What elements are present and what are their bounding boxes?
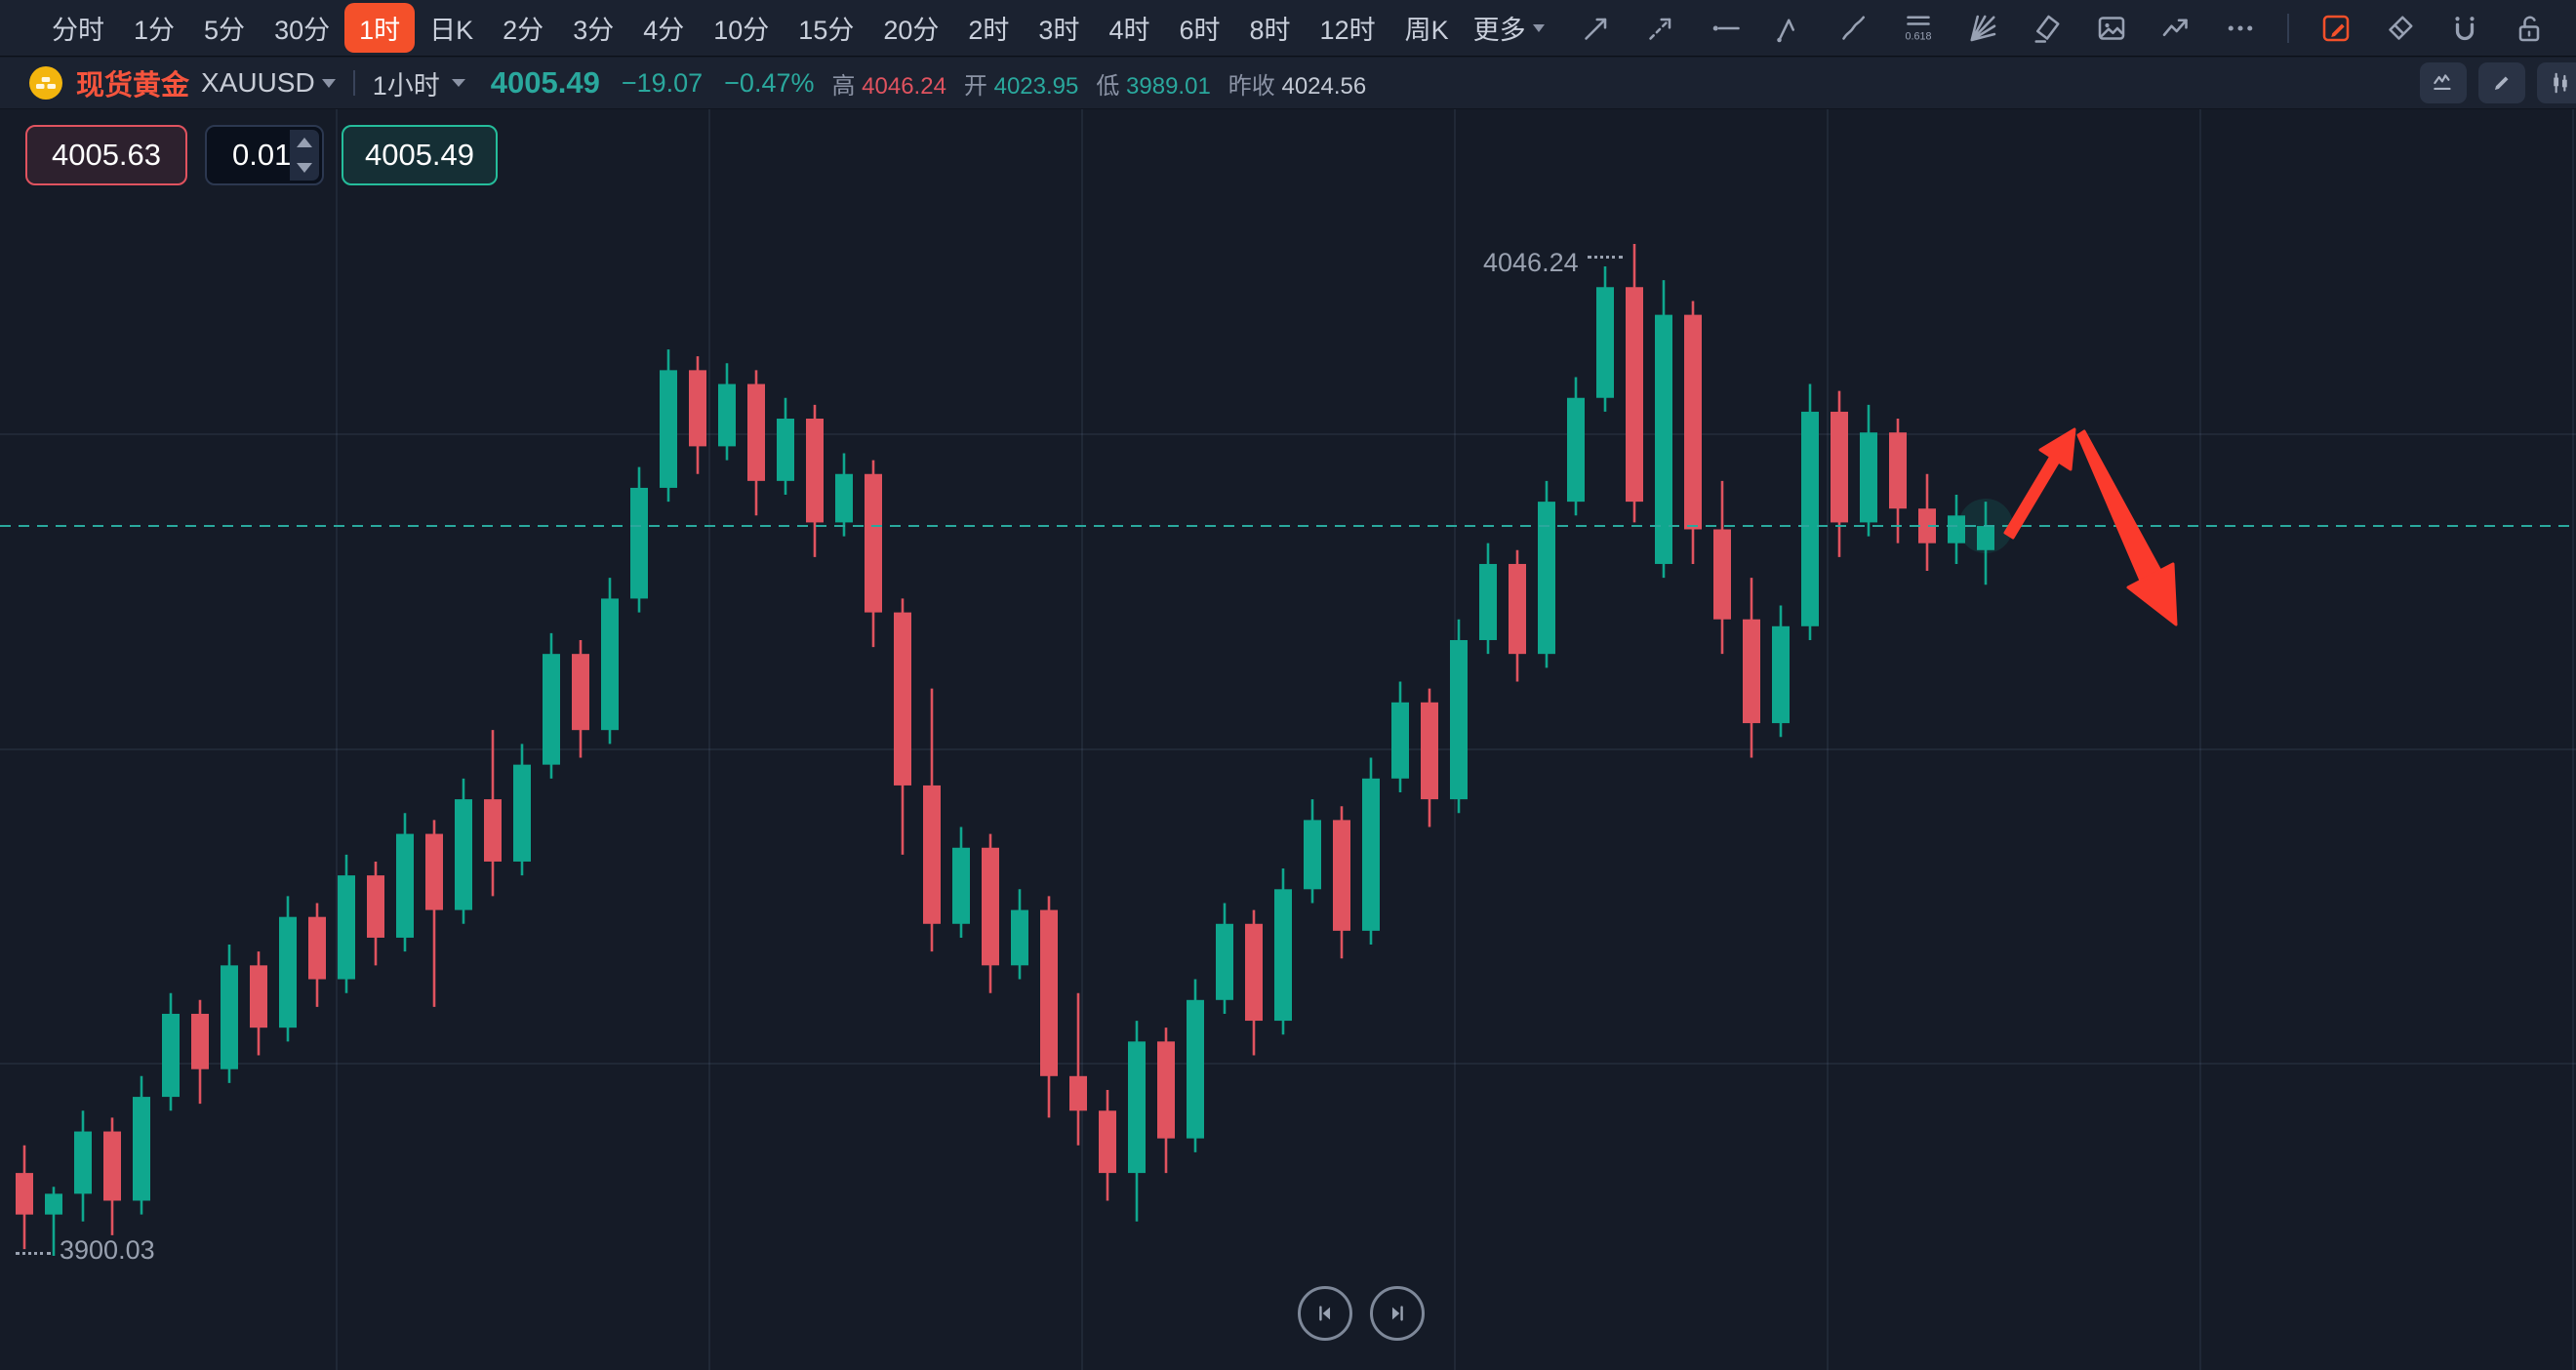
price-change-percent: −0.47% <box>724 67 815 98</box>
skip-to-start-button[interactable] <box>1298 1286 1352 1341</box>
drawing-tools: 0.618 <box>1579 11 2547 46</box>
chart-candles <box>16 244 1994 1256</box>
horizontal-ray-icon[interactable] <box>1708 11 1743 46</box>
arrow-down-shaft <box>2076 429 2162 583</box>
chart-history-nav <box>1298 1286 1425 1341</box>
timeframe-button[interactable]: 3分 <box>573 16 615 45</box>
timeframe-button[interactable]: 10分 <box>713 16 770 45</box>
more-timeframes-button[interactable]: 更多 <box>1464 3 1554 53</box>
chart-overlay <box>0 499 2576 554</box>
timeframe-button[interactable]: 日K <box>429 16 474 45</box>
timeframe-button[interactable]: 3时 <box>1038 16 1080 45</box>
timeframe-button[interactable]: 分时 <box>52 16 104 45</box>
timeframe-button[interactable]: 周K <box>1404 16 1449 45</box>
fib-retracement-icon[interactable]: 0.618 <box>1901 11 1936 46</box>
chart-high-price-tag: 4046.24 <box>1483 248 1623 278</box>
trend-line-icon[interactable] <box>1579 11 1614 46</box>
zigzag-arrow-icon[interactable] <box>2158 11 2194 46</box>
gold-coin-icon <box>29 66 62 100</box>
drawn-arrow-annotation[interactable] <box>2003 427 2178 626</box>
interval-selector[interactable]: 1小时 <box>373 64 465 102</box>
timeframe-button[interactable]: 12时 <box>1319 16 1376 45</box>
timeframe-button[interactable]: 20分 <box>883 16 940 45</box>
quantity-field[interactable]: 0.01 <box>205 125 324 185</box>
timeframe-button[interactable]: 4分 <box>643 16 685 45</box>
dotted-leader <box>1587 256 1623 278</box>
quantity-increase-button[interactable] <box>290 130 319 155</box>
top-toolbar: 分时 1分 5分 30分 1时 日K 2分 3分 4分 10分 15分 20分 2时 3时 4时 6时 8时 12… <box>0 0 2576 57</box>
last-price: 4005.49 <box>490 65 600 100</box>
gann-fan-icon[interactable] <box>1965 11 2000 46</box>
arrow-up-shaft <box>2003 451 2063 540</box>
timeframe-list: 分时 1分 5分 30分 1时 日K 2分 3分 4分 10分 15分 20分 2时 3时 4时 6时 8时 12… <box>37 3 1554 53</box>
brush-icon[interactable] <box>1836 11 1872 46</box>
candlestick-icon <box>2554 72 2567 94</box>
skip-back-icon <box>1319 1306 1331 1321</box>
symbol-label: XAUUSD <box>201 67 315 98</box>
image-icon[interactable] <box>2094 11 2129 46</box>
draw-mode-icon[interactable] <box>2318 11 2354 46</box>
chart-low-price-tag: 3900.03 <box>16 1235 155 1266</box>
svg-text:0.618: 0.618 <box>1906 30 1932 42</box>
interval-label: 1小时 <box>372 70 440 101</box>
timeframe-button[interactable]: 15分 <box>798 16 855 45</box>
session-low: 低 3989.01 <box>1096 72 1211 100</box>
timeframe-button[interactable]: 2分 <box>503 16 544 45</box>
timeframe-button[interactable]: 8时 <box>1249 16 1291 45</box>
chart-mode-buttons <box>2420 62 2576 103</box>
quantity-value: 0.01 <box>232 138 292 172</box>
quantity-stepper <box>290 130 319 181</box>
chevron-down-icon <box>1532 23 1545 32</box>
timeframe-button[interactable]: 1时 <box>344 3 416 53</box>
timeframe-button[interactable]: 5分 <box>204 16 246 45</box>
price-change: −19.07 <box>621 67 704 98</box>
candlestick-chart-button[interactable] <box>2537 62 2576 103</box>
sell-button[interactable]: 4005.63 <box>25 125 187 185</box>
quick-trade-panel: 4005.63 0.01 4005.49 <box>25 125 498 185</box>
timeframe-button[interactable]: 2时 <box>968 16 1010 45</box>
marker-icon[interactable] <box>2030 11 2065 46</box>
down-arrow-icon <box>297 163 312 173</box>
line-chart-button[interactable] <box>2420 62 2467 103</box>
session-open: 开 4023.95 <box>963 72 1079 100</box>
dotted-leader <box>16 1252 51 1266</box>
up-arrow-icon <box>297 138 312 147</box>
unlock-icon[interactable] <box>2512 11 2547 46</box>
dashed-trend-line-icon[interactable] <box>1643 11 1678 46</box>
magnet-icon[interactable] <box>2447 11 2482 46</box>
timeframe-button[interactable]: 6时 <box>1179 16 1221 45</box>
session-high: 高 4046.24 <box>831 72 946 100</box>
eraser-icon[interactable] <box>2383 11 2418 46</box>
more-tools-icon[interactable] <box>2223 11 2258 46</box>
trend-angle-icon[interactable] <box>1772 11 1807 46</box>
chart-gridlines <box>0 109 2576 1370</box>
line-chart-icon <box>2434 74 2451 91</box>
quantity-decrease-button[interactable] <box>290 155 319 181</box>
buy-button[interactable]: 4005.49 <box>342 125 498 185</box>
draw-button[interactable] <box>2478 62 2525 103</box>
toolbar-divider <box>2287 13 2289 43</box>
chart-low-value: 3900.03 <box>60 1235 155 1265</box>
instrument-name[interactable]: 现货黄金 <box>76 70 190 101</box>
chart-high-value: 4046.24 <box>1483 248 1579 277</box>
arrow-down-head <box>2126 562 2178 626</box>
timeframe-button[interactable]: 30分 <box>274 16 331 45</box>
timeframe-button[interactable]: 1分 <box>134 16 176 45</box>
divider <box>352 70 355 96</box>
instrument-info-bar: 现货黄金 XAUUSD 1小时 4005.49 −19.07 −0.47% 高 … <box>0 58 2576 109</box>
arrow-up-head <box>2038 427 2076 471</box>
symbol-selector[interactable]: XAUUSD <box>201 67 336 99</box>
skip-forward-icon <box>1391 1306 1403 1321</box>
chevron-down-icon <box>321 78 336 88</box>
timeframe-button[interactable]: 4时 <box>1108 16 1150 45</box>
chevron-down-icon <box>451 79 465 87</box>
skip-to-latest-button[interactable] <box>1370 1286 1425 1341</box>
previous-close: 昨收 4024.56 <box>1228 72 1367 100</box>
pencil-icon <box>2494 76 2509 91</box>
more-label: 更多 <box>1472 16 1526 45</box>
